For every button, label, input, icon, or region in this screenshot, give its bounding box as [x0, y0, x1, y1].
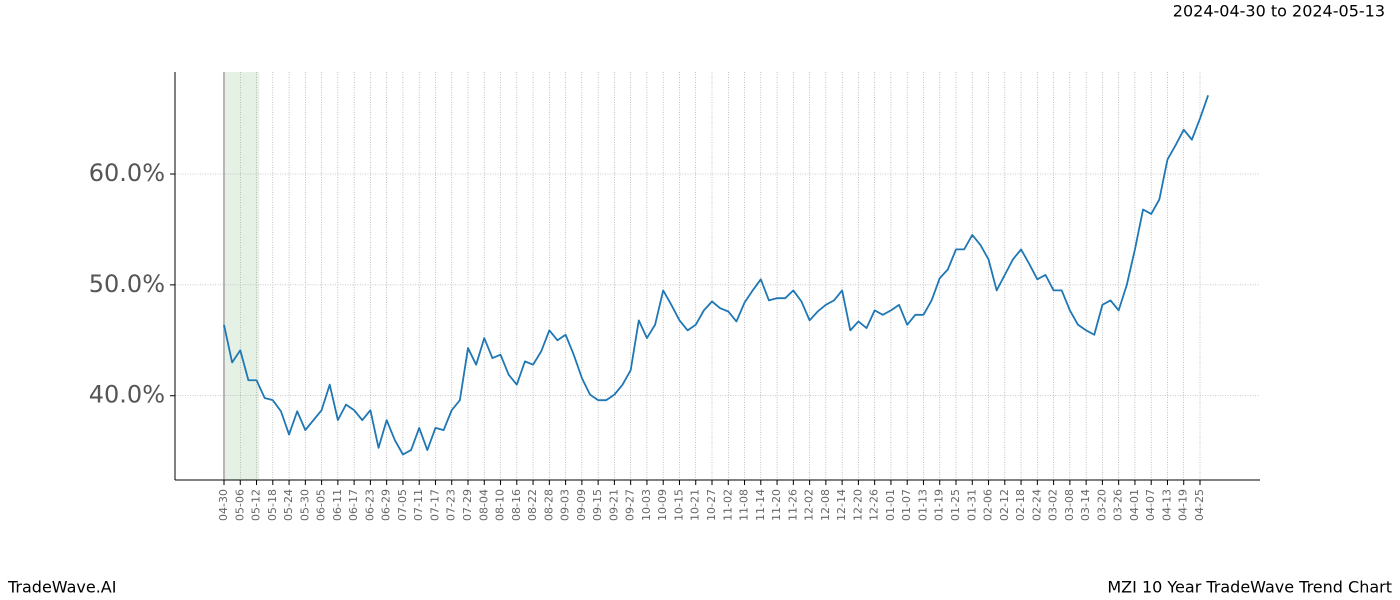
x-tick-label: 08-22	[526, 489, 539, 521]
x-tick-label: 02-06	[982, 489, 995, 521]
x-tick-label: 06-05	[315, 489, 328, 521]
x-tick-label: 07-11	[412, 489, 425, 521]
line-series	[223, 94, 1209, 456]
x-tick-label: 11-08	[738, 489, 751, 521]
x-tick-label: 09-03	[559, 489, 572, 521]
x-tick-label: 09-21	[607, 489, 620, 521]
x-tick-label: 12-26	[868, 489, 881, 521]
x-tick-label: 04-19	[1177, 489, 1190, 521]
x-tick-label: 02-24	[1030, 489, 1043, 521]
x-tick-label: 01-13	[916, 489, 929, 521]
x-tick-label: 08-28	[542, 489, 555, 521]
x-tick-label: 10-09	[656, 489, 669, 521]
x-tick-label: 06-29	[380, 489, 393, 521]
x-tick-label: 06-11	[331, 489, 344, 521]
x-tick-label: 02-12	[998, 489, 1011, 521]
highlight-band	[224, 72, 260, 480]
x-tick-label: 06-23	[363, 489, 376, 521]
x-tick-label: 05-18	[266, 489, 279, 521]
x-tick-label: 03-14	[1079, 489, 1092, 521]
x-tick-label: 07-17	[428, 489, 441, 521]
x-tick-label: 12-20	[851, 489, 864, 521]
x-tick-label: 10-15	[672, 489, 685, 521]
x-tick-label: 10-21	[689, 489, 702, 521]
x-tick-label: 10-03	[640, 489, 653, 521]
x-tick-label: 08-10	[494, 489, 507, 521]
x-tick-label: 08-04	[477, 489, 490, 521]
x-tick-label: 01-01	[884, 489, 897, 521]
x-tick-label: 01-31	[965, 489, 978, 521]
x-tick-label: 09-27	[624, 489, 637, 521]
footer-right: MZI 10 Year TradeWave Trend Chart	[1107, 578, 1392, 597]
footer-left: TradeWave.AI	[7, 578, 116, 597]
x-tick-label: 11-20	[770, 489, 783, 521]
x-tick-label: 11-26	[786, 489, 799, 521]
x-tick-label: 12-08	[819, 489, 832, 521]
x-tick-label: 09-09	[575, 489, 588, 521]
x-tick-label: 01-19	[933, 489, 946, 521]
x-tick-label: 07-23	[445, 489, 458, 521]
x-tick-label: 05-30	[298, 489, 311, 521]
x-tick-label: 04-25	[1193, 489, 1206, 521]
chart-title: 2024-04-30 to 2024-05-13	[1173, 2, 1385, 21]
x-tick-label: 08-16	[510, 489, 523, 521]
x-tick-label: 12-14	[835, 489, 848, 521]
x-tick-label: 01-07	[900, 489, 913, 521]
x-tick-label: 04-07	[1144, 489, 1157, 521]
x-tick-label: 06-17	[347, 489, 360, 521]
x-tick-label: 07-05	[396, 489, 409, 521]
x-tick-label: 01-25	[949, 489, 962, 521]
x-tick-label: 02-18	[1014, 489, 1027, 521]
x-tick-label: 10-27	[705, 489, 718, 521]
x-tick-label: 04-13	[1160, 489, 1173, 521]
x-tick-label: 11-02	[721, 489, 734, 521]
x-tick-label: 03-20	[1095, 489, 1108, 521]
x-tick-label: 09-15	[591, 489, 604, 521]
x-tick-label: 05-06	[233, 489, 246, 521]
x-tick-label: 05-12	[250, 489, 263, 521]
x-tick-label: 12-02	[803, 489, 816, 521]
y-tick-label: 50.0%	[89, 270, 165, 298]
y-tick-label: 40.0%	[89, 381, 165, 409]
x-tick-label: 04-30	[217, 489, 230, 521]
x-tick-label: 03-26	[1112, 489, 1125, 521]
x-tick-label: 11-14	[754, 489, 767, 521]
x-tick-label: 07-29	[461, 489, 474, 521]
x-tick-label: 03-08	[1063, 489, 1076, 521]
x-tick-label: 04-01	[1128, 489, 1141, 521]
y-tick-label: 60.0%	[89, 159, 165, 187]
x-tick-label: 03-02	[1047, 489, 1060, 521]
x-tick-label: 05-24	[282, 489, 295, 521]
